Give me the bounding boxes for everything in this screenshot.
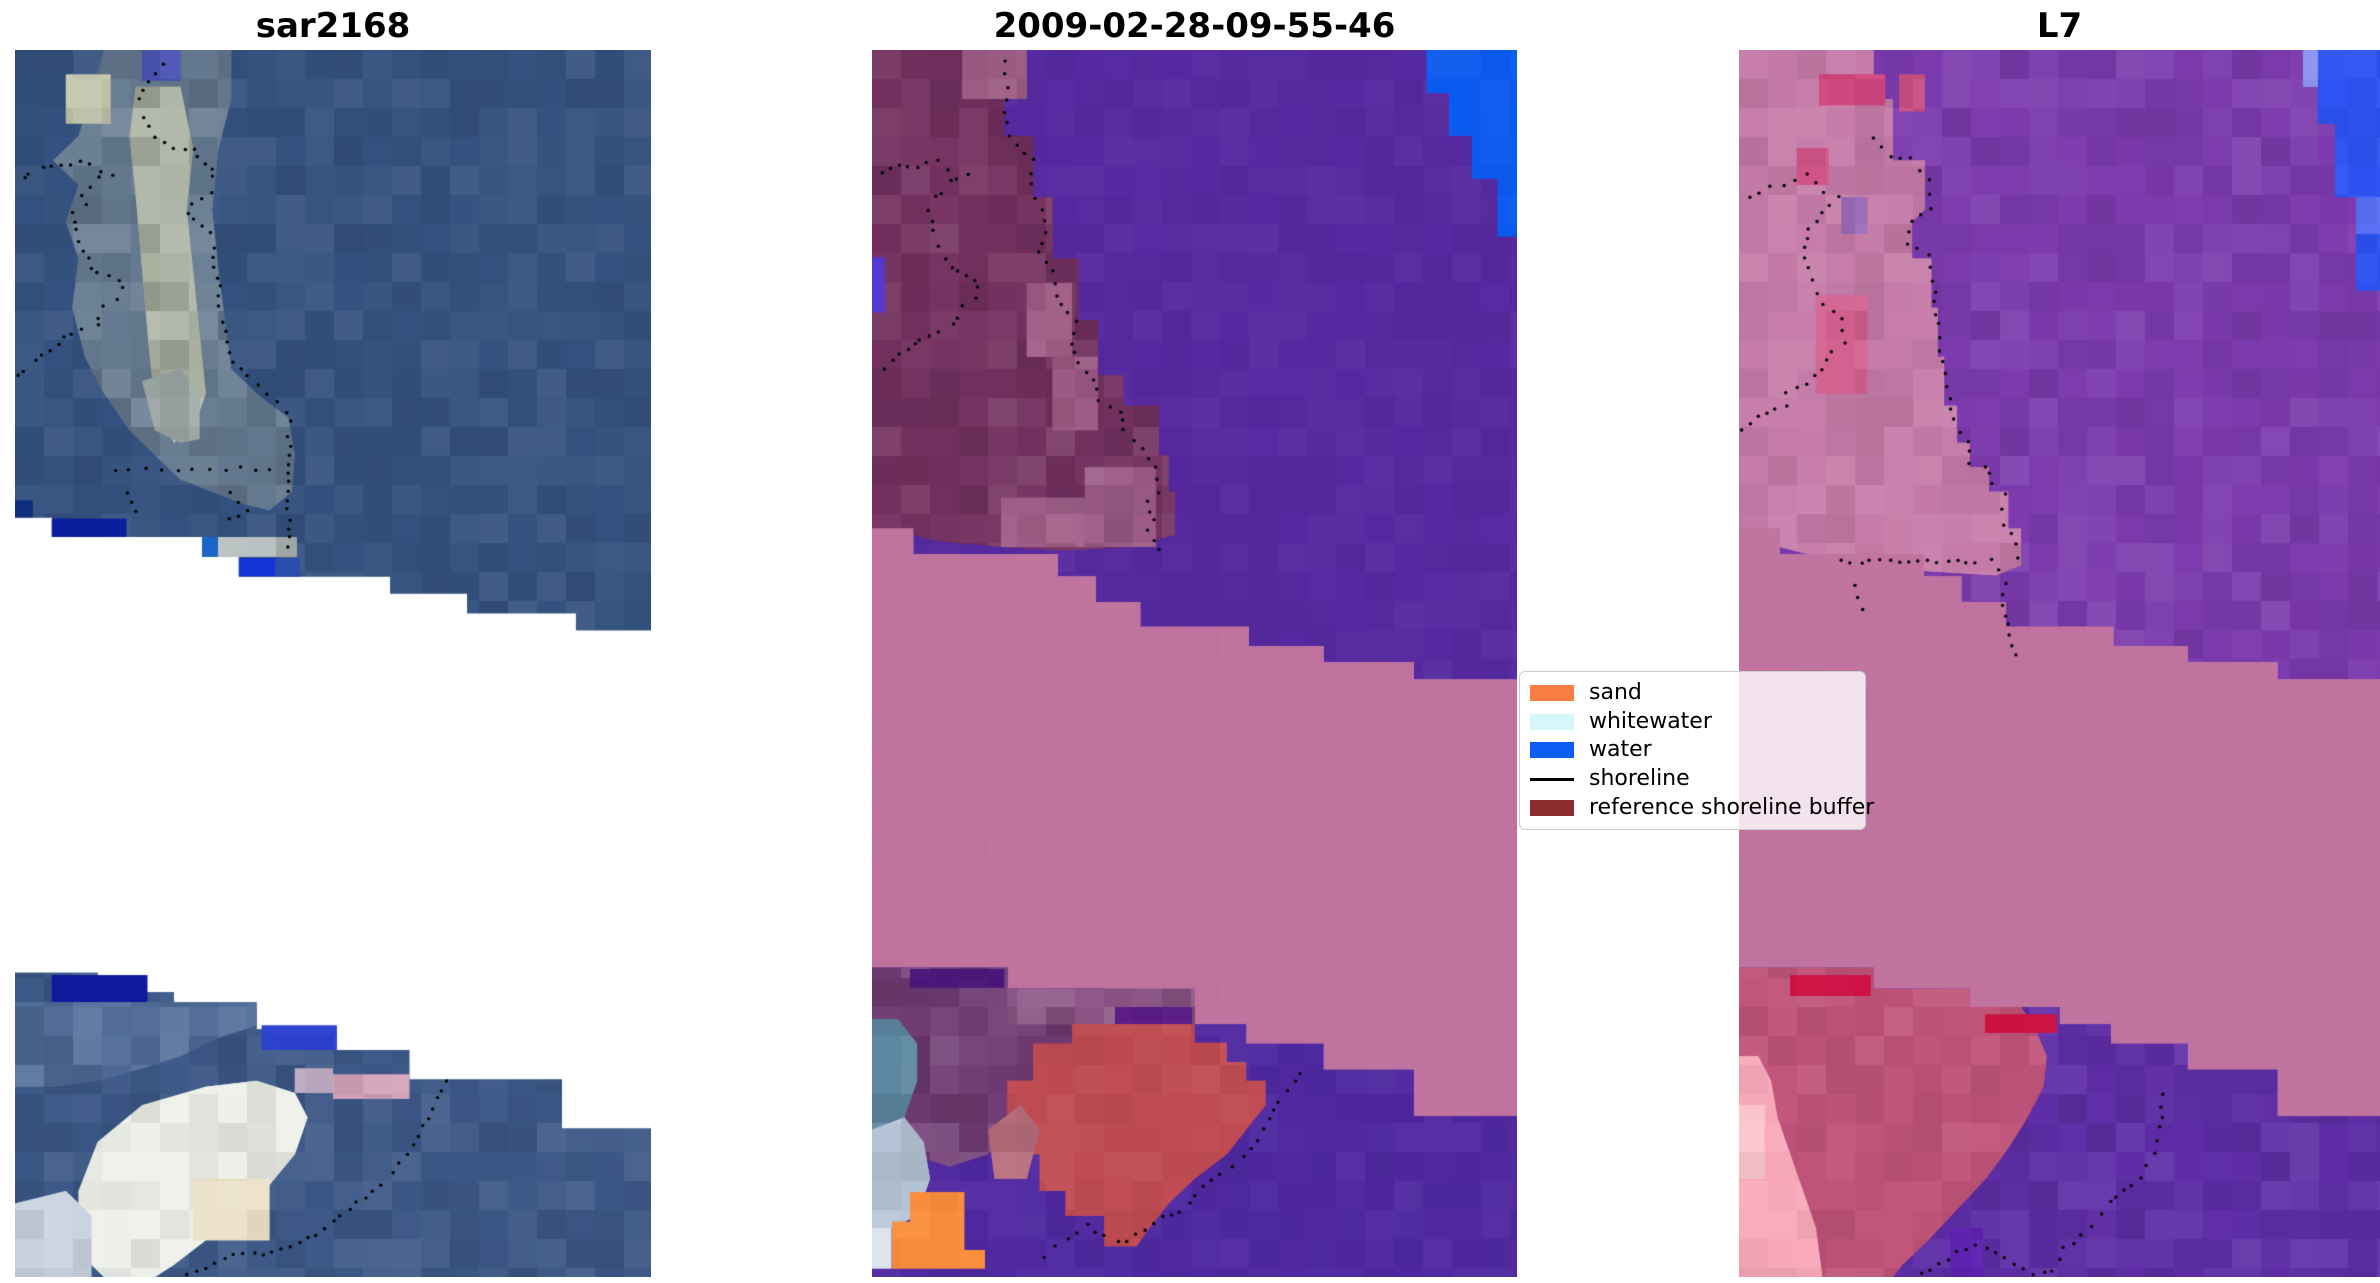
whitewater-swatch-icon bbox=[1530, 713, 1574, 730]
legend-item-water: water bbox=[1530, 736, 1855, 764]
panel-title-date: 2009-02-28-09-55-46 bbox=[993, 6, 1396, 46]
legend-item-reference-shoreline-buffer: reference shoreline buffer bbox=[1530, 794, 1874, 822]
panel-title-l7: L7 bbox=[2036, 6, 2083, 46]
legend-label-shoreline: shoreline bbox=[1589, 766, 1690, 792]
legend-item-shoreline: shoreline bbox=[1530, 765, 1855, 793]
panel-image-l7 bbox=[1739, 50, 2380, 1277]
legend-item-sand: sand bbox=[1530, 679, 1855, 707]
panel-image-sar2168 bbox=[15, 50, 651, 1277]
legend-item-whitewater: whitewater bbox=[1530, 708, 1855, 736]
legend-label-whitewater: whitewater bbox=[1589, 708, 1712, 734]
legend-label-reference-shoreline-buffer: reference shoreline buffer bbox=[1589, 794, 1875, 820]
panel-image-classified-2009 bbox=[872, 50, 1517, 1277]
sand-swatch-icon bbox=[1530, 685, 1574, 702]
panel-title-sar2168: sar2168 bbox=[255, 6, 411, 46]
legend-label-sand: sand bbox=[1589, 680, 1642, 706]
water-swatch-icon bbox=[1530, 742, 1574, 759]
legend: sand whitewater water shoreline referenc… bbox=[1519, 671, 1874, 830]
shoreline-line-icon bbox=[1530, 777, 1574, 781]
legend-label-water: water bbox=[1589, 737, 1652, 763]
reference-shoreline-buffer-swatch-icon bbox=[1530, 799, 1574, 816]
